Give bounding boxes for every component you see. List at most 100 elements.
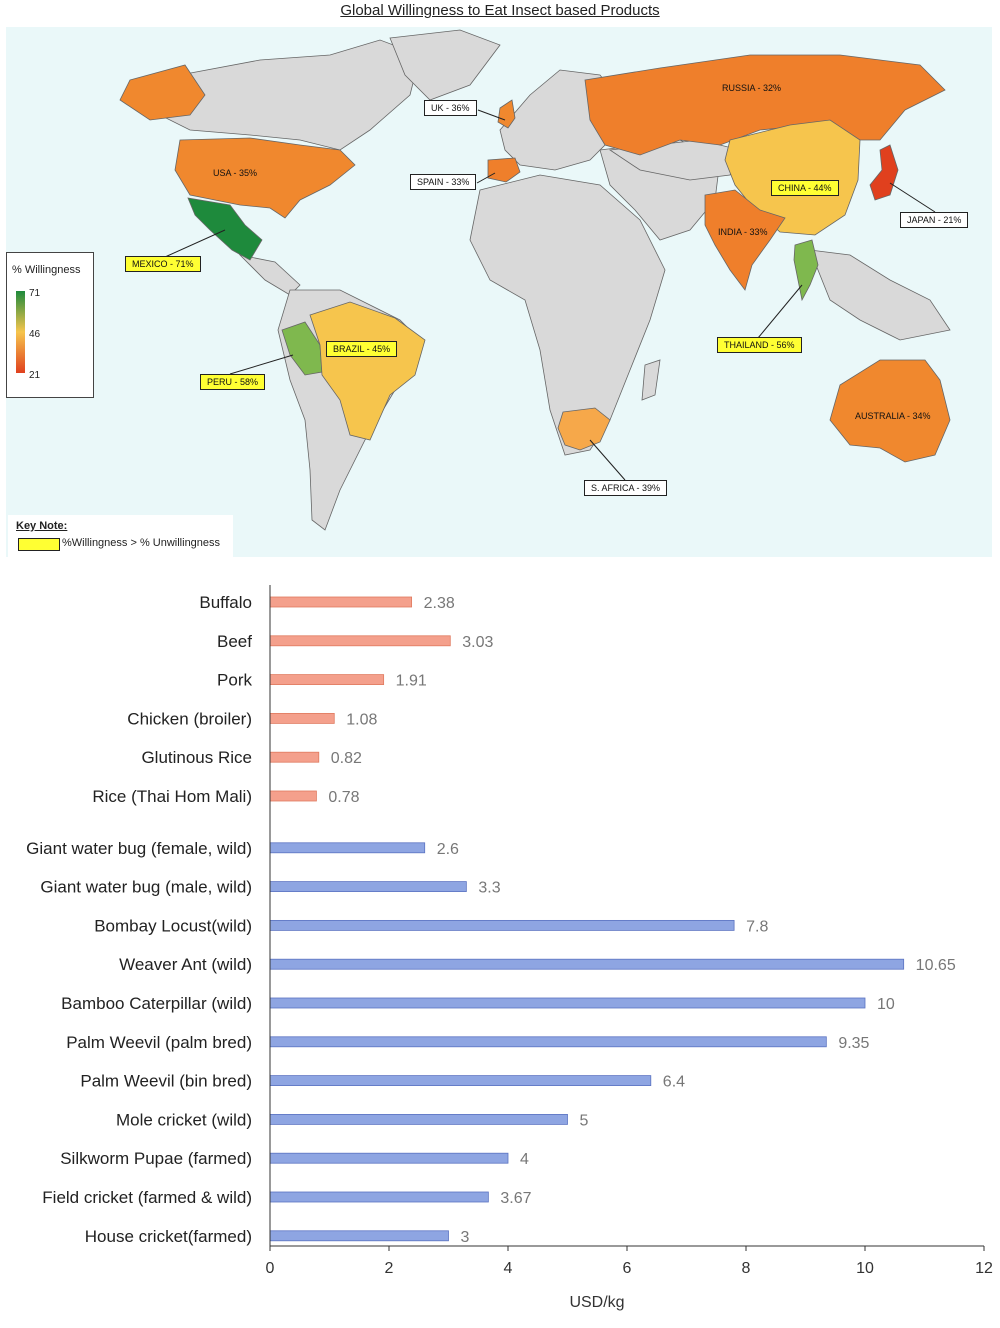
data-label: 1.91 <box>396 673 427 690</box>
bar <box>269 1036 827 1048</box>
data-label: 7.8 <box>746 918 768 935</box>
callout-china: CHINA - 44% <box>771 180 839 196</box>
country-spain <box>487 157 521 183</box>
leader-peru <box>229 354 294 375</box>
x-tick-label: 12 <box>975 1260 993 1277</box>
bar <box>269 1191 489 1203</box>
category-label: Glutinous Rice <box>141 748 252 767</box>
callout-uk: UK - 36% <box>424 100 477 116</box>
category-label: Giant water bug (male, wild) <box>40 878 252 897</box>
bar <box>269 751 320 763</box>
label-australia: AUSTRALIA - 34% <box>855 411 931 421</box>
category-label: Field cricket (farmed & wild) <box>42 1188 252 1207</box>
x-tick-label: 6 <box>623 1260 632 1277</box>
key-note: Key Note: %Willingness > % Unwillingness <box>8 515 233 557</box>
key-note-title: Key Note: <box>16 520 68 532</box>
leader-mexico <box>164 229 226 258</box>
category-label: House cricket(farmed) <box>85 1227 252 1246</box>
callout-japan: JAPAN - 21% <box>900 212 969 228</box>
bar <box>269 1230 449 1242</box>
data-label: 3.67 <box>500 1190 531 1207</box>
category-label: Giant water bug (female, wild) <box>26 839 252 858</box>
country-alaska <box>119 64 206 121</box>
data-label: 10.65 <box>916 957 956 974</box>
bar <box>269 712 335 724</box>
data-label: 9.35 <box>838 1035 869 1052</box>
bar <box>269 674 385 685</box>
country-uk <box>497 99 516 129</box>
bar <box>269 881 467 893</box>
category-label: Weaver Ant (wild) <box>119 955 252 974</box>
country-brazil <box>309 301 426 441</box>
world-map <box>6 27 992 557</box>
leader-spain <box>476 172 496 184</box>
callout-south-africa: S. AFRICA - 39% <box>584 480 668 496</box>
data-label: 4 <box>520 1151 529 1168</box>
data-label: 2.38 <box>424 595 455 612</box>
bar <box>269 958 905 970</box>
land-madagascar <box>641 359 661 401</box>
data-label: 0.82 <box>331 750 362 767</box>
bar <box>269 1152 509 1164</box>
category-label: Rice (Thai Hom Mali) <box>92 787 252 806</box>
callout-mexico: MEXICO - 71% <box>125 256 201 272</box>
key-note-text: %Willingness > % Unwillingness <box>62 537 221 549</box>
country-thailand <box>793 239 819 302</box>
land-north-america <box>149 39 421 151</box>
data-label: 3.03 <box>462 634 493 651</box>
category-label: Palm Weevil (bin bred) <box>80 1072 252 1091</box>
category-label: Pork <box>217 671 252 690</box>
callout-peru: PERU - 58% <box>200 374 266 390</box>
land-greenland <box>389 29 501 101</box>
legend-mid: 46 <box>29 329 41 340</box>
leader-uk <box>477 109 506 121</box>
price-bar-chart: Buffalo 2.38 Beef 3.03 Pork 1.91 Chicken (broi… <box>26 585 993 1311</box>
leader-thailand <box>757 284 803 339</box>
legend-title: % Willingness <box>12 264 81 276</box>
key-note-swatch <box>18 538 60 551</box>
x-axis-title: USD/kg <box>569 1294 624 1311</box>
category-label: Bamboo Caterpillar (wild) <box>61 994 252 1013</box>
data-label: 6.4 <box>663 1074 685 1091</box>
callout-thailand: THAILAND - 56% <box>717 337 802 353</box>
country-india <box>704 189 786 291</box>
data-label: 3 <box>461 1229 470 1246</box>
data-label: 5 <box>580 1112 589 1129</box>
label-usa: USA - 35% <box>213 168 258 178</box>
data-label: 1.08 <box>346 711 377 728</box>
data-label: 3.3 <box>478 880 500 897</box>
x-tick-label: 4 <box>504 1260 513 1277</box>
category-label: Bombay Locust(wild) <box>94 916 252 935</box>
country-japan <box>869 144 899 201</box>
country-south-africa <box>557 407 611 451</box>
country-china <box>724 119 861 236</box>
bar <box>269 842 426 854</box>
price-chart-panel: Buffalo 2.38 Beef 3.03 Pork 1.91 Chicken (broi… <box>0 575 1000 1328</box>
data-label: 0.78 <box>328 789 359 806</box>
legend-min: 21 <box>29 370 41 381</box>
bar <box>269 1114 568 1125</box>
x-tick-label: 2 <box>385 1260 394 1277</box>
category-label: Silkworm Pupae (farmed) <box>60 1149 252 1168</box>
x-tick-label: 0 <box>266 1260 275 1277</box>
callout-brazil: BRAZIL - 45% <box>326 341 398 357</box>
legend: % Willingness 71 46 21 <box>6 252 94 398</box>
bar <box>269 596 413 608</box>
bar <box>269 919 735 931</box>
data-label: 10 <box>877 996 895 1013</box>
callout-spain: SPAIN - 33% <box>410 174 477 190</box>
category-label: Buffalo <box>199 593 252 612</box>
label-russia: RUSSIA - 32% <box>722 83 782 93</box>
category-label: Chicken (broiler) <box>127 709 252 728</box>
land-southeast-asia <box>809 249 951 341</box>
country-mexico <box>187 197 263 261</box>
category-label: Palm Weevil (palm bred) <box>66 1033 252 1052</box>
world-map-panel: Global Willingness to Eat Insect based P… <box>0 0 1000 562</box>
legend-color-scale <box>16 291 25 373</box>
bar <box>269 997 866 1009</box>
x-tick-label: 8 <box>742 1260 751 1277</box>
bar <box>269 790 317 802</box>
callout-leader-lines <box>164 109 936 481</box>
data-label: 2.6 <box>437 841 459 858</box>
leader-japan <box>889 182 936 213</box>
